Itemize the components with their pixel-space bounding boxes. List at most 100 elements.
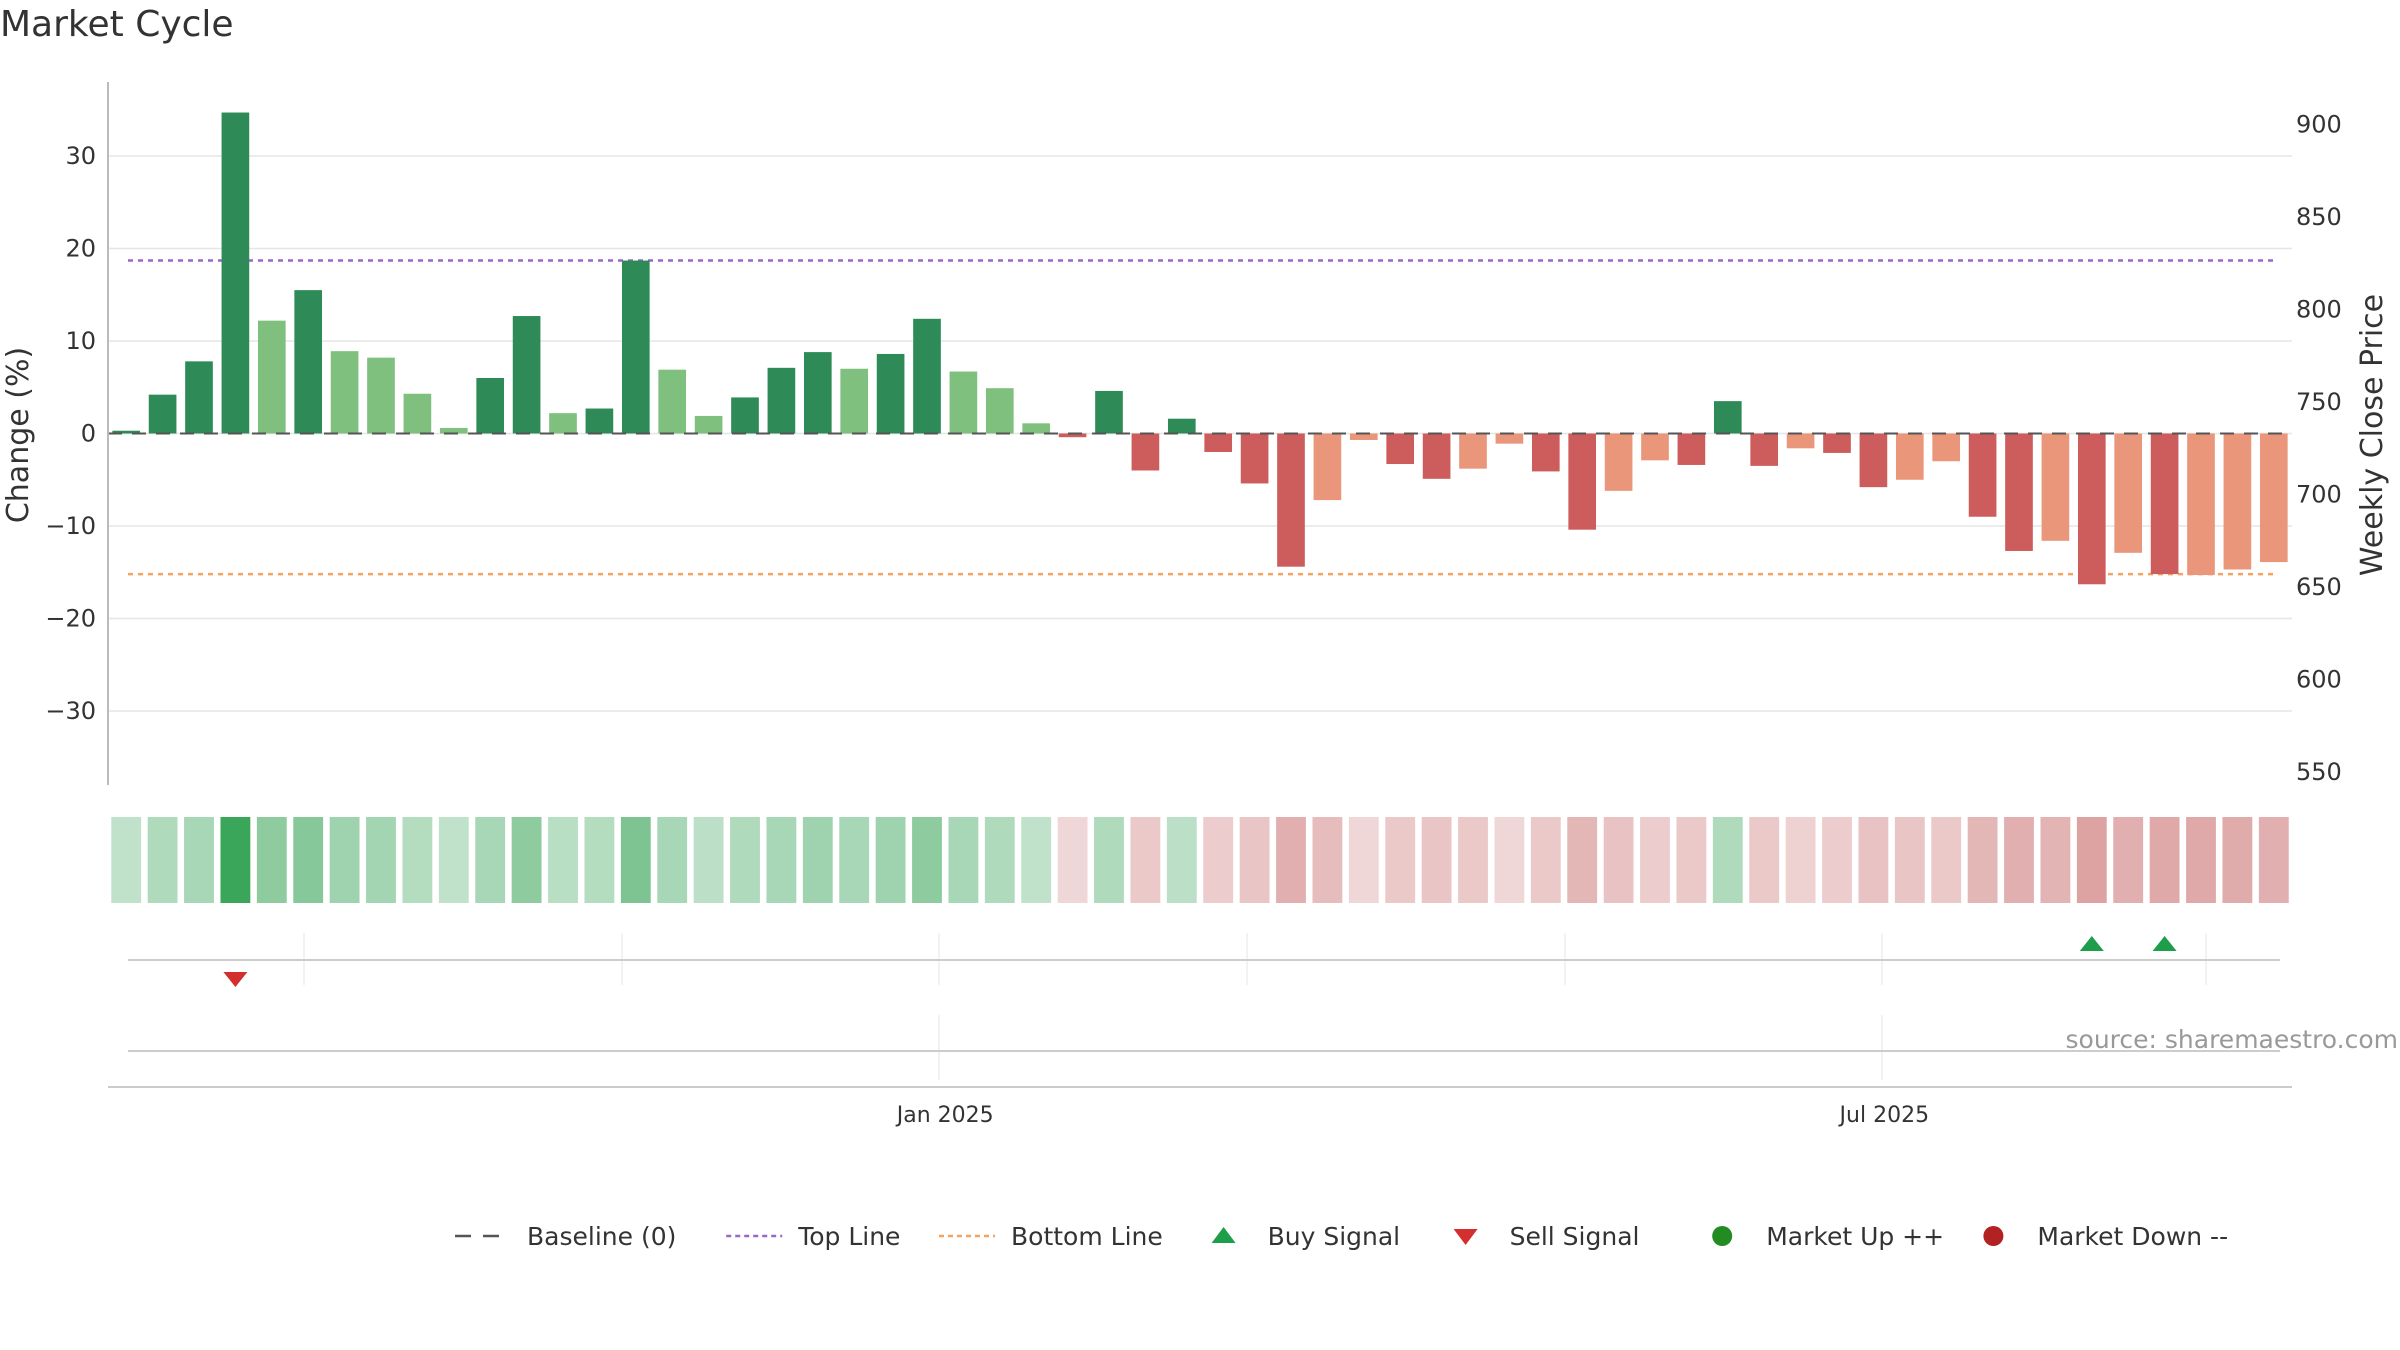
bar <box>439 427 468 434</box>
heat-cell <box>1458 817 1488 903</box>
bar <box>2077 433 2106 585</box>
bar <box>1641 433 1669 461</box>
heat-cell <box>1712 817 1743 903</box>
heat-cell <box>1348 817 1379 903</box>
bar <box>1313 433 1342 501</box>
legend-item[interactable]: Sell Signal <box>1453 1222 1640 1251</box>
heat-cell <box>730 817 760 903</box>
triangle-up-icon <box>1211 1227 1236 1243</box>
bar <box>985 388 1014 434</box>
axes-layer: 30 20 10 0 −10 −20 −30 900 850 800 750 700 650 600 550 <box>45 82 2342 786</box>
bar <box>1895 433 1924 480</box>
bar <box>1131 433 1160 471</box>
heat-cell <box>1312 817 1343 903</box>
legend-item[interactable]: Market Down -- <box>1983 1222 2228 1251</box>
heat-cell <box>1530 817 1561 903</box>
bar <box>2041 433 2070 541</box>
legend-item[interactable]: Top Line <box>726 1222 900 1251</box>
x-tick-label: Jan 2025 <box>895 1103 994 1128</box>
bar <box>1022 423 1051 434</box>
heat-cell <box>1421 817 1452 903</box>
y-tick-left-label: −10 <box>45 512 96 540</box>
heat-cell <box>1094 817 1124 903</box>
y-tick-left-label: −30 <box>45 697 96 725</box>
heat-cell <box>912 817 942 903</box>
heat-cell <box>2222 817 2253 903</box>
heat-cell <box>2076 817 2107 903</box>
bar <box>221 112 250 434</box>
bar <box>1568 433 1597 530</box>
bar <box>803 352 832 434</box>
heat-cell <box>475 817 506 903</box>
heat-cell <box>766 817 797 903</box>
heat-cell <box>548 817 578 903</box>
heat-cell <box>802 817 833 903</box>
heat-cell <box>1494 817 1525 903</box>
bar <box>1240 433 1269 484</box>
heat-cell <box>220 817 251 903</box>
y-tick-right-label: 650 <box>2296 573 2342 601</box>
y-tick-left-label: −20 <box>45 605 96 633</box>
heat-cell <box>366 817 396 903</box>
heat-cell <box>1057 817 1088 903</box>
bar <box>1204 433 1233 452</box>
heat-cell <box>1749 817 1780 903</box>
bar <box>1713 401 1742 434</box>
bar <box>1277 433 1305 567</box>
bar <box>1859 433 1888 488</box>
legend-item[interactable]: Market Up ++ <box>1712 1222 1944 1251</box>
buy-signal-marker <box>2079 936 2104 951</box>
bar <box>658 369 687 434</box>
y-tick-right-label: 700 <box>2296 481 2342 509</box>
heat-cell <box>1894 817 1925 903</box>
y-tick-left-label: 10 <box>65 327 96 355</box>
legend-label: Baseline (0) <box>527 1222 676 1251</box>
bar <box>367 357 395 434</box>
y-tick-right-label: 800 <box>2296 296 2342 324</box>
heat-cell <box>329 817 360 903</box>
legend-item[interactable]: Baseline (0) <box>455 1222 676 1251</box>
bar <box>2223 433 2252 570</box>
bar <box>840 368 869 434</box>
legend-item[interactable]: Bottom Line <box>939 1222 1163 1251</box>
bar <box>512 316 541 434</box>
bar <box>585 408 614 434</box>
x-tick-label: Jul 2025 <box>1838 1103 1930 1128</box>
bar <box>1349 433 1378 440</box>
bar <box>1932 433 1961 462</box>
bar <box>913 318 941 434</box>
bar <box>1422 433 1451 479</box>
heat-cell <box>1603 817 1634 903</box>
legend-label: Bottom Line <box>1011 1222 1163 1251</box>
heat-cell <box>184 817 214 903</box>
y-tick-right-label: 750 <box>2296 388 2342 416</box>
legend-label: Market Up ++ <box>1766 1222 1944 1251</box>
bar <box>294 290 323 434</box>
bar <box>403 393 432 434</box>
y-tick-left-label: 30 <box>65 142 96 170</box>
heat-cell <box>1567 817 1598 903</box>
legend-label: Buy Signal <box>1268 1222 1401 1251</box>
heat-cell <box>2186 817 2216 903</box>
buy-signal-marker <box>2152 936 2177 951</box>
y-axis-right-title: Weekly Close Price <box>2355 294 2390 576</box>
heat-cell <box>1385 817 1416 903</box>
bar <box>876 353 905 434</box>
legend-label: Sell Signal <box>1510 1222 1640 1251</box>
bar <box>1459 433 1487 469</box>
signal-panel <box>128 933 2280 1080</box>
legend[interactable]: Baseline (0) Top Line Bottom Line Buy Signa… <box>455 1222 2228 1251</box>
triangle-down-icon <box>1453 1229 1478 1245</box>
heat-cell <box>875 817 906 903</box>
sell-signal-marker <box>223 972 248 987</box>
bar <box>1095 390 1123 434</box>
heat-cell <box>2004 817 2034 903</box>
y-tick-right-label: 850 <box>2296 203 2342 231</box>
legend-item[interactable]: Buy Signal <box>1211 1222 1401 1251</box>
bar <box>2187 433 2215 576</box>
heat-cell <box>839 817 870 903</box>
heat-cell <box>2040 817 2071 903</box>
heat-cell <box>1785 817 1816 903</box>
reference-lines <box>128 259 2275 576</box>
heat-cell <box>1203 817 1234 903</box>
